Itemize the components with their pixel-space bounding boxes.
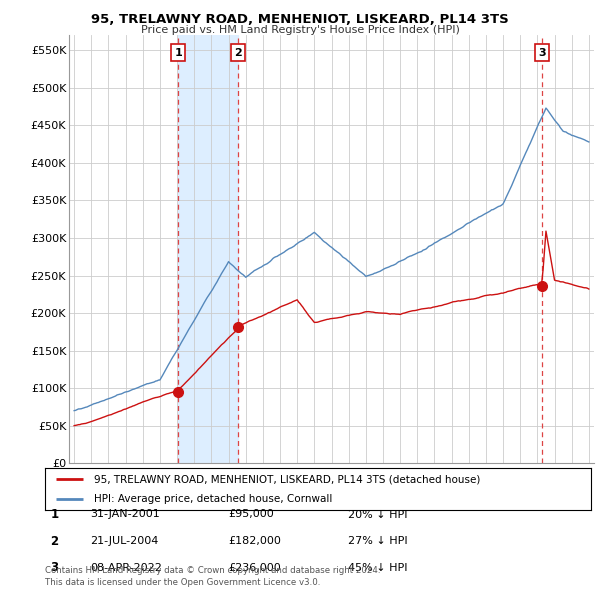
Text: 1: 1 xyxy=(50,508,59,521)
Text: Contains HM Land Registry data © Crown copyright and database right 2024.
This d: Contains HM Land Registry data © Crown c… xyxy=(45,566,380,587)
Text: 20% ↓ HPI: 20% ↓ HPI xyxy=(348,510,407,519)
Text: 3: 3 xyxy=(50,561,59,574)
Text: 21-JUL-2004: 21-JUL-2004 xyxy=(90,536,158,546)
Text: Price paid vs. HM Land Registry's House Price Index (HPI): Price paid vs. HM Land Registry's House … xyxy=(140,25,460,35)
Text: 08-APR-2022: 08-APR-2022 xyxy=(90,563,162,572)
Bar xyxy=(178,35,238,463)
Text: 1: 1 xyxy=(175,48,182,57)
Text: 45% ↓ HPI: 45% ↓ HPI xyxy=(348,563,407,572)
Text: 3: 3 xyxy=(538,48,546,57)
Text: 95, TRELAWNY ROAD, MENHENIOT, LISKEARD, PL14 3TS: 95, TRELAWNY ROAD, MENHENIOT, LISKEARD, … xyxy=(91,13,509,26)
Text: £182,000: £182,000 xyxy=(228,536,281,546)
Text: 31-JAN-2001: 31-JAN-2001 xyxy=(90,510,160,519)
Text: HPI: Average price, detached house, Cornwall: HPI: Average price, detached house, Corn… xyxy=(94,494,332,504)
Text: 27% ↓ HPI: 27% ↓ HPI xyxy=(348,536,407,546)
Text: £236,000: £236,000 xyxy=(228,563,281,572)
Text: 95, TRELAWNY ROAD, MENHENIOT, LISKEARD, PL14 3TS (detached house): 95, TRELAWNY ROAD, MENHENIOT, LISKEARD, … xyxy=(94,474,481,484)
Text: £95,000: £95,000 xyxy=(228,510,274,519)
Text: 2: 2 xyxy=(50,535,59,548)
Text: 2: 2 xyxy=(234,48,242,57)
